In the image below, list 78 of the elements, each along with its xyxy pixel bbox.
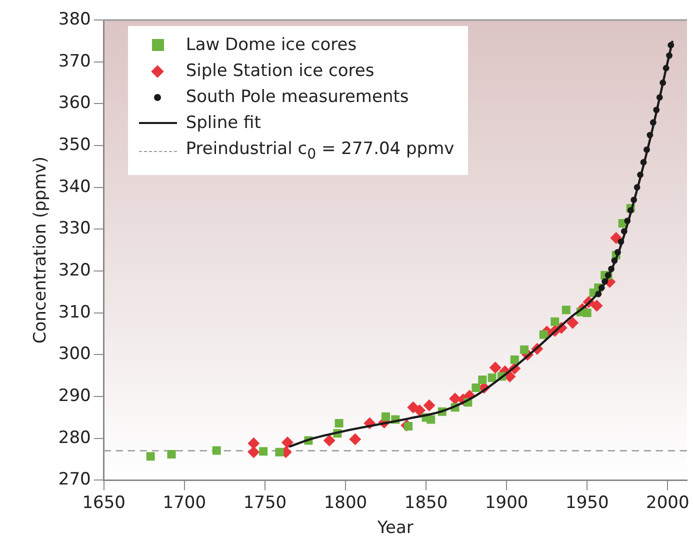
y-tick-label: 360 [58, 93, 91, 114]
point [614, 248, 621, 256]
point [334, 419, 344, 428]
y-tick-label: 310 [58, 302, 91, 322]
y-tick-label: 270 [58, 470, 91, 490]
point [323, 434, 336, 446]
point [275, 448, 284, 456]
point [489, 362, 502, 374]
y-tick-label: 280 [58, 428, 91, 448]
point [653, 106, 660, 114]
y-tick-label: 350 [58, 134, 91, 155]
point [634, 184, 640, 191]
point [611, 257, 618, 264]
point [423, 399, 436, 412]
point [167, 450, 176, 459]
point [618, 238, 624, 245]
legend-label: Law Dome ice cores [186, 34, 357, 57]
x-tick-label: 1700 [162, 492, 206, 513]
point [660, 80, 666, 86]
x-axis-title: Year [376, 518, 414, 538]
point [640, 159, 647, 166]
point [582, 308, 592, 318]
point [478, 376, 487, 384]
legend-label: Siple Station ice cores [186, 60, 374, 83]
legend-label: South Pole measurements [186, 86, 409, 109]
point [630, 196, 638, 204]
y-axis-title: Concentration (ppmv) [30, 156, 51, 344]
point [349, 433, 362, 446]
point [510, 355, 519, 364]
point [610, 232, 622, 244]
y-tick-label: 330 [58, 218, 91, 239]
point [620, 228, 628, 234]
point [627, 207, 634, 214]
point [644, 146, 650, 153]
point [602, 278, 608, 285]
point [624, 218, 631, 224]
point [281, 436, 294, 449]
y-tick-label: 320 [58, 260, 91, 280]
point [259, 447, 268, 456]
y-tick-label: 300 [58, 344, 91, 364]
point [488, 373, 496, 382]
legend-label: Spline fit [186, 112, 261, 135]
x-tick-label: 2000 [646, 492, 690, 513]
point [212, 446, 221, 455]
y-tick-label: 290 [58, 386, 91, 406]
point [646, 132, 654, 138]
x-tick-label: 1750 [243, 492, 287, 513]
point [668, 42, 674, 48]
point [414, 404, 426, 416]
point [520, 345, 529, 354]
point [666, 52, 672, 59]
y-tick-label: 340 [58, 176, 91, 197]
point [650, 119, 656, 126]
x-tick-label: 1650 [82, 492, 126, 513]
point [248, 446, 260, 458]
point [566, 316, 579, 329]
point [472, 384, 480, 392]
point [550, 317, 560, 326]
point [608, 266, 614, 272]
point [562, 306, 570, 314]
point [590, 300, 603, 312]
point [382, 412, 390, 421]
point [539, 330, 548, 339]
x-tick-label: 1950 [565, 492, 609, 513]
point [662, 64, 670, 72]
x-tick-label: 1800 [324, 492, 368, 513]
point [595, 290, 602, 298]
point [426, 415, 436, 424]
y-tick-label: 370 [58, 51, 91, 72]
point [146, 452, 155, 461]
point [656, 94, 663, 101]
x-tick-label: 1900 [484, 492, 528, 513]
y-tick-label: 380 [58, 9, 91, 30]
point [248, 437, 260, 450]
point [598, 284, 605, 291]
legend-label: Preindustrial c$_{0}$ = 277.04 ppmv [186, 138, 454, 164]
x-tick-label: 1850 [404, 492, 448, 513]
point [637, 172, 644, 178]
